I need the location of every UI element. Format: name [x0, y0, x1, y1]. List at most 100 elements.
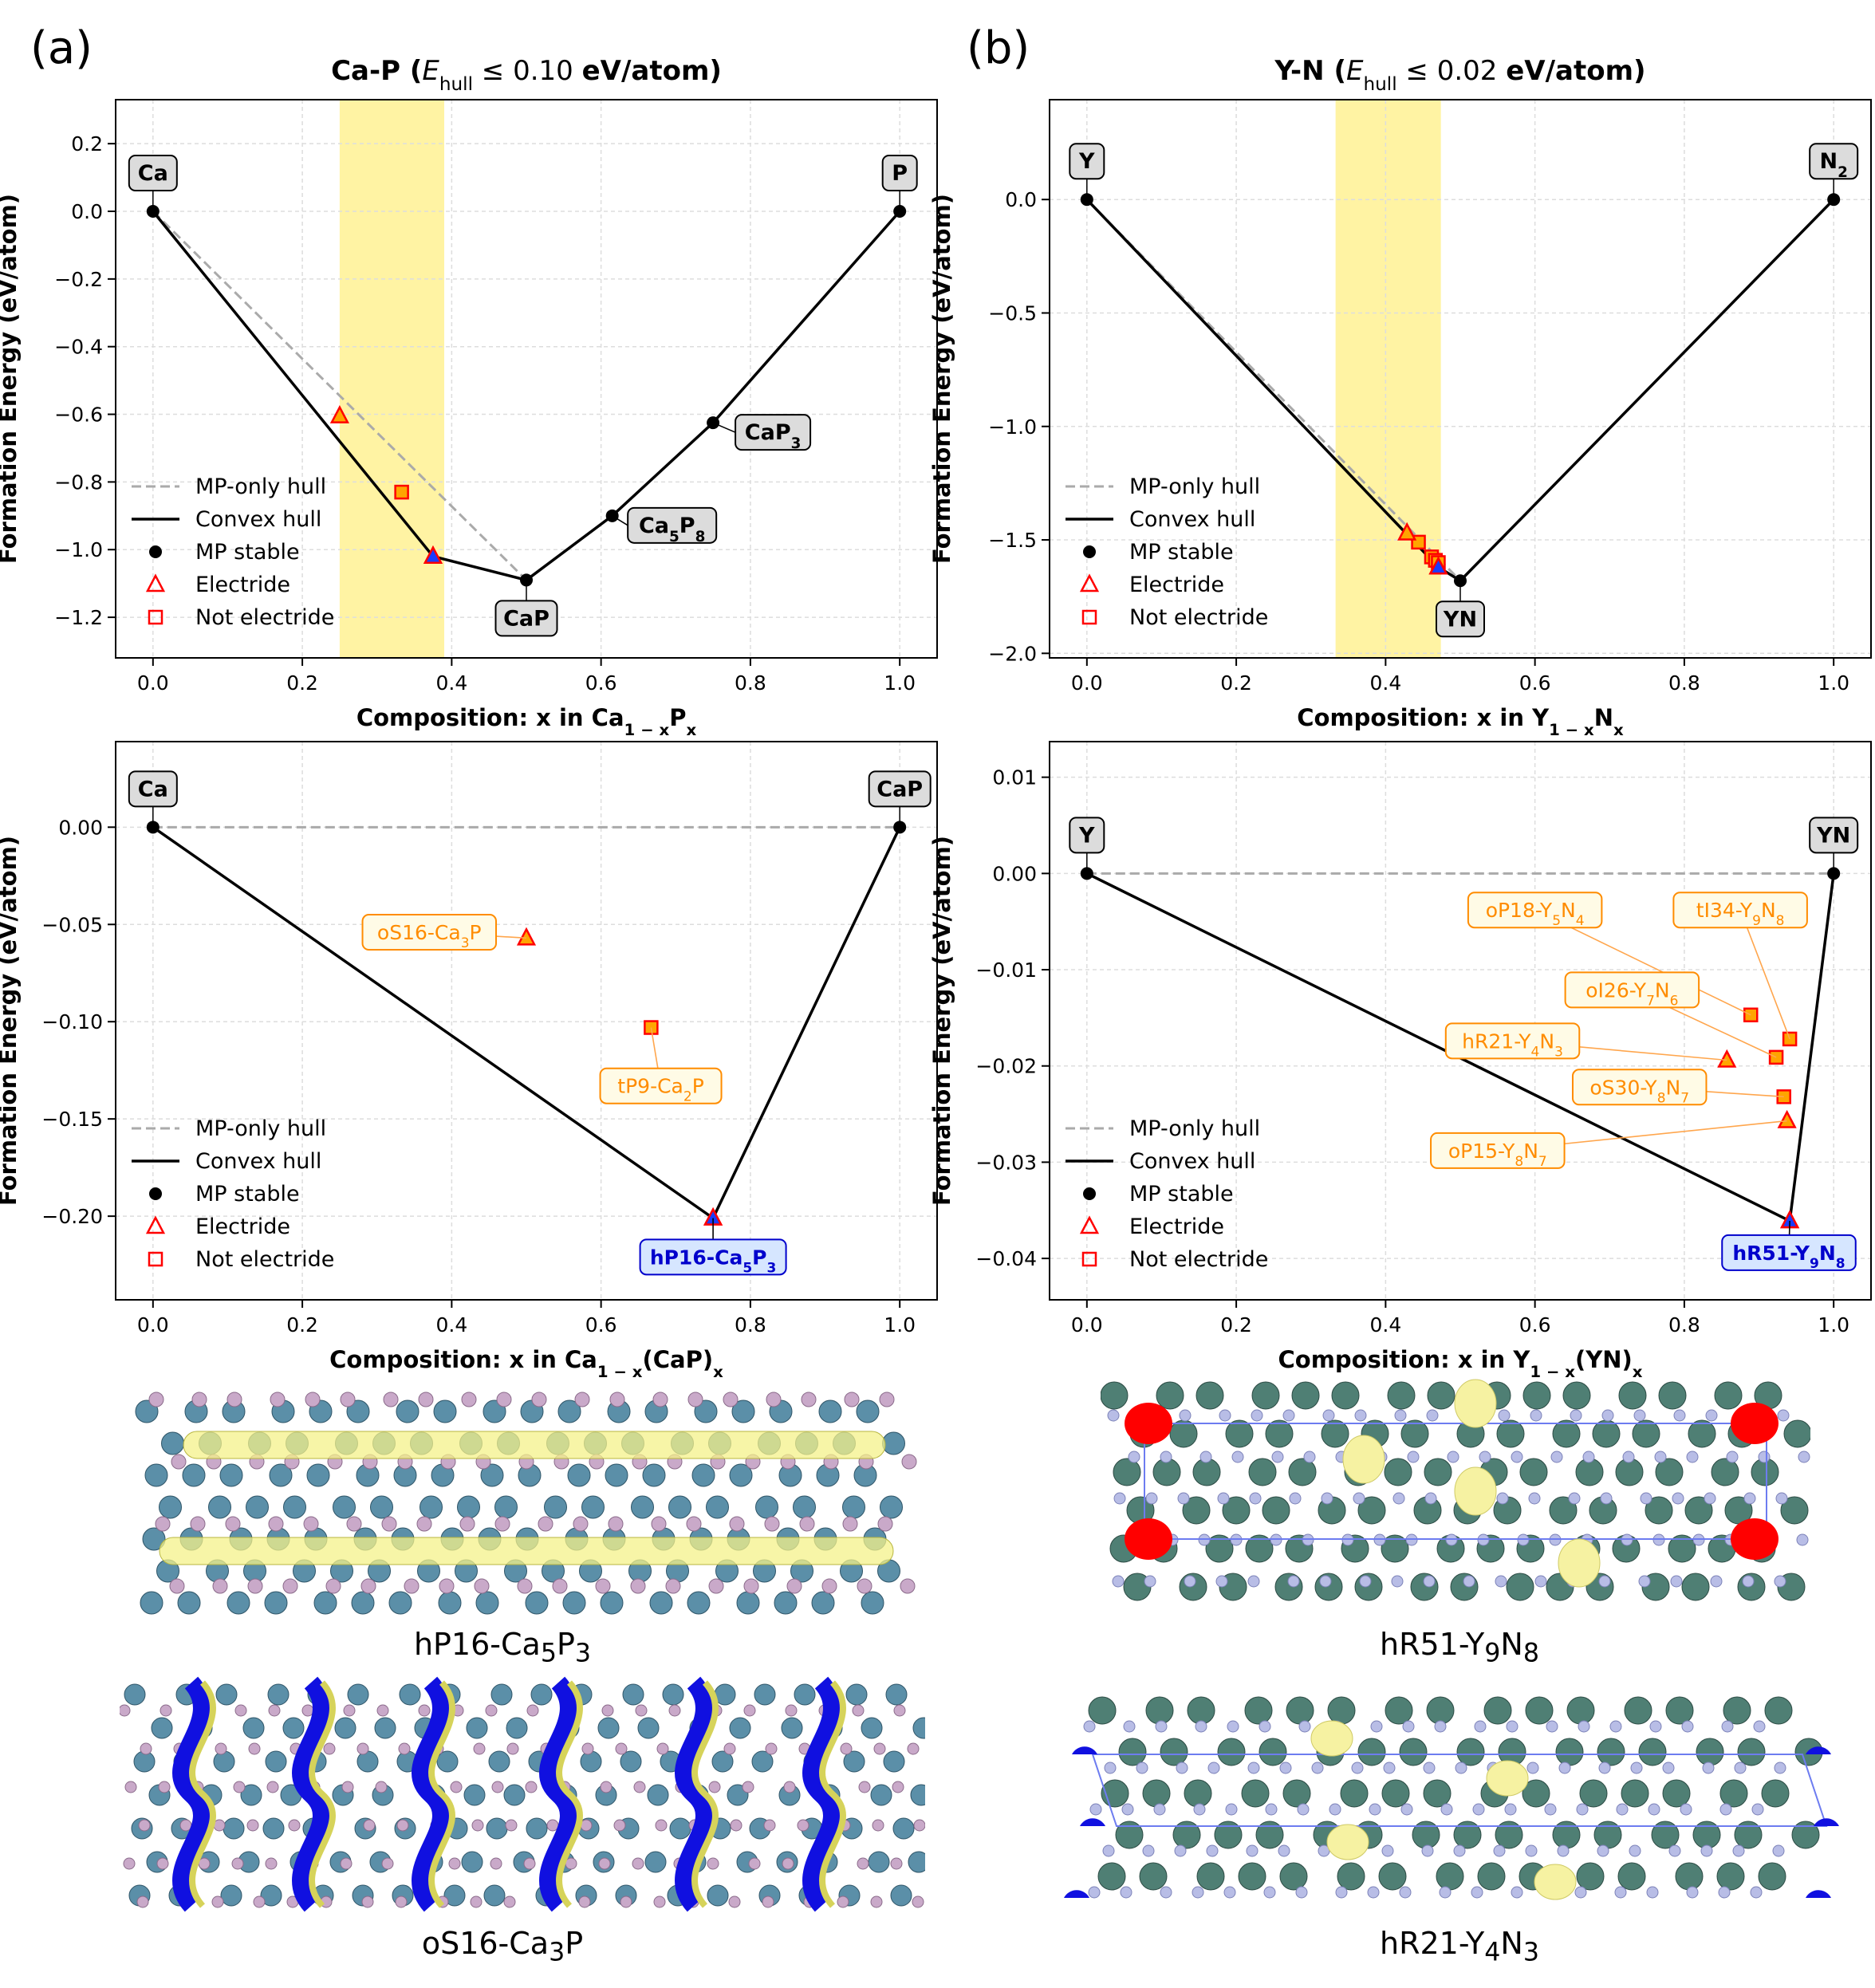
- atom: [525, 1591, 549, 1615]
- x-tick-label: 0.4: [1369, 1313, 1401, 1336]
- atom: [1354, 1409, 1367, 1422]
- atom: [1522, 1779, 1550, 1808]
- atom: [754, 1683, 776, 1706]
- atom: [1477, 1862, 1506, 1891]
- atom: [1638, 1575, 1651, 1588]
- atom: [1552, 1419, 1581, 1448]
- atom: [1426, 1696, 1455, 1725]
- atom: [893, 1704, 906, 1717]
- electron-ribbon-edge: [309, 1680, 336, 1908]
- atom: [375, 1781, 388, 1793]
- atom: [1214, 1821, 1243, 1849]
- phase-label-P: P: [892, 161, 908, 186]
- annotation-box: [1721, 1234, 1857, 1271]
- atom: [1775, 1492, 1788, 1505]
- atom: [1530, 1409, 1542, 1422]
- legend-label: MP-only hull: [195, 1116, 326, 1141]
- electron-isosurface: [1558, 1538, 1601, 1588]
- chart-y-n-full: 0.0 0.2 0.4 0.6 0.8 1.0 0.0 −0.5 −1.0 −1.5 −2.0 Com…: [928, 55, 1872, 739]
- atom: [1282, 1409, 1295, 1422]
- atom: [270, 1392, 286, 1407]
- atom: [1249, 1492, 1262, 1505]
- atom: [374, 1717, 396, 1739]
- legend-label: Not electride: [195, 605, 334, 630]
- atom: [781, 1717, 803, 1739]
- atom: [1263, 1886, 1276, 1899]
- atom: [1777, 1409, 1790, 1422]
- atom: [1097, 1862, 1126, 1891]
- atom: [1223, 1886, 1236, 1899]
- atom: [1424, 1492, 1437, 1505]
- atom: [457, 1495, 480, 1519]
- atom: [1337, 1862, 1365, 1891]
- atom: [1107, 1409, 1120, 1422]
- atom: [1160, 1738, 1188, 1766]
- atom: [1495, 1821, 1523, 1849]
- atom: [1662, 1762, 1675, 1774]
- annotation-label-tP9-Ca2P: tP9-Ca2P: [617, 1075, 704, 1105]
- atom: [212, 1578, 228, 1594]
- atom: [858, 1781, 871, 1793]
- electride-marker: [1777, 1109, 1797, 1128]
- x-axis-label: Composition: x in Ca1 − xPx: [356, 704, 697, 739]
- x-tick-label: 1.0: [884, 1313, 916, 1336]
- annotation-box: [361, 914, 498, 951]
- y-axis-label: Formation Energy (eV/atom): [928, 194, 955, 564]
- atom: [1319, 1575, 1332, 1588]
- y-tick-label: −0.05: [41, 913, 103, 936]
- atom: [1617, 1862, 1646, 1891]
- legend-not-electride-swatch: [1081, 1251, 1097, 1267]
- annotation-box: [1444, 1022, 1581, 1060]
- atom: [632, 1857, 644, 1870]
- atom: [340, 1392, 356, 1407]
- annotation-label-hR21-Y4N3: hR21-Y4N3: [1462, 1029, 1563, 1060]
- atom: [1113, 1492, 1126, 1505]
- chart-title: Ca-P (Ehull ≤ 0.10 eV/atom): [331, 55, 722, 95]
- atom: [1601, 1409, 1614, 1422]
- atom: [395, 1895, 408, 1908]
- atom: [1369, 1803, 1381, 1816]
- phase-label-Ca: Ca: [138, 161, 168, 186]
- atom: [647, 1784, 669, 1806]
- atom: [265, 1857, 278, 1870]
- atom: [1265, 1803, 1278, 1816]
- atom: [269, 1463, 293, 1487]
- atom: [503, 1784, 526, 1806]
- atom: [1392, 1492, 1405, 1505]
- legend-label: MP stable: [195, 540, 300, 565]
- atom: [225, 1516, 241, 1532]
- atom: [506, 1742, 519, 1755]
- legend-label: MP stable: [195, 1182, 300, 1207]
- atom: [1205, 1534, 1234, 1563]
- atom: [1686, 1451, 1699, 1463]
- atom: [1177, 1492, 1190, 1505]
- atom: [416, 1516, 432, 1532]
- atom: [517, 1578, 533, 1594]
- atom: [609, 1392, 625, 1407]
- atom: [763, 1819, 776, 1832]
- atom: [1525, 1696, 1554, 1725]
- atom: [1251, 1381, 1280, 1410]
- atom: [1471, 1886, 1483, 1899]
- atom: [282, 1578, 298, 1594]
- atom: [892, 1781, 904, 1793]
- electron-isosurface: [1534, 1864, 1577, 1900]
- atom: [461, 1392, 477, 1407]
- legend-label: Not electride: [1129, 1247, 1268, 1272]
- y-tick-label: 0.01: [992, 766, 1037, 789]
- atom: [396, 1399, 420, 1423]
- atom: [567, 1463, 591, 1487]
- atom: [1525, 1844, 1538, 1857]
- atom: [1472, 1803, 1485, 1816]
- atom: [144, 1463, 168, 1487]
- y-tick-label: −0.4: [54, 336, 103, 359]
- atom: [892, 1817, 915, 1840]
- atom: [731, 1399, 755, 1423]
- atom: [1139, 1862, 1168, 1891]
- atom: [1286, 1696, 1314, 1725]
- atom: [1764, 1696, 1793, 1725]
- atom: [1737, 1738, 1766, 1766]
- atom: [1526, 1762, 1539, 1774]
- electron-ribbon: [539, 1676, 577, 1912]
- electron-ribbon-edge: [556, 1680, 583, 1908]
